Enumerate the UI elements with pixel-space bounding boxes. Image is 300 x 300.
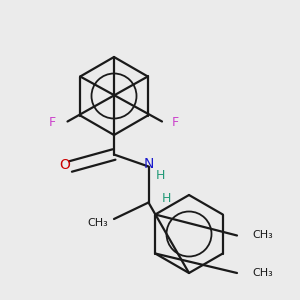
Text: N: N — [143, 157, 154, 171]
Text: H: H — [162, 191, 171, 205]
Text: O: O — [60, 158, 70, 172]
Text: CH₃: CH₃ — [252, 268, 273, 278]
Text: CH₃: CH₃ — [87, 218, 108, 229]
Text: F: F — [172, 116, 179, 130]
Text: CH₃: CH₃ — [252, 230, 273, 241]
Text: F: F — [49, 116, 56, 130]
Text: H: H — [156, 169, 165, 182]
